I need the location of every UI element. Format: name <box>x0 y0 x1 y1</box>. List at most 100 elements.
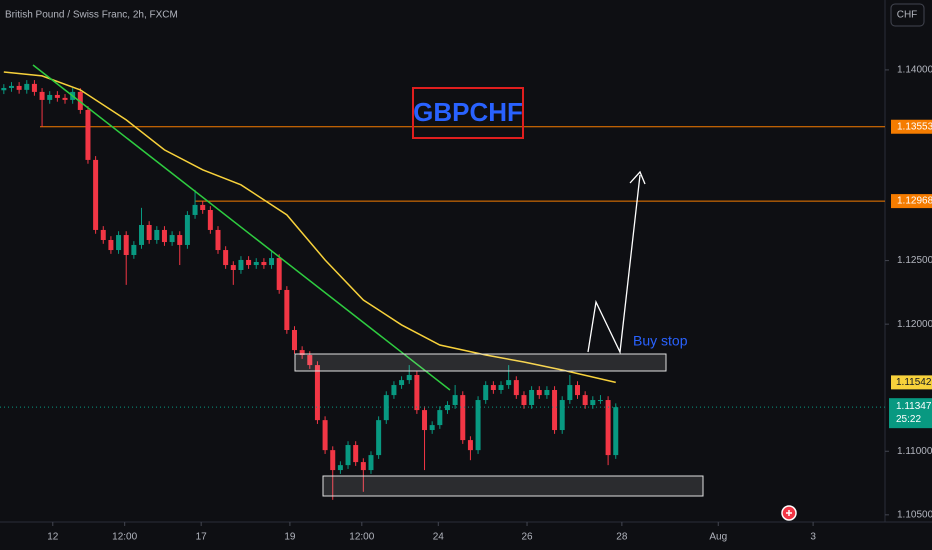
candle-body <box>246 259 252 266</box>
level-label-box <box>891 194 932 209</box>
candle-body <box>559 400 565 431</box>
candle-body <box>552 390 558 431</box>
candle-body <box>215 229 221 251</box>
candle-body <box>116 235 122 251</box>
candle-body <box>291 330 297 351</box>
candle-body <box>230 265 236 270</box>
trend-line <box>32 64 451 391</box>
candle-body <box>169 235 175 243</box>
candle-body <box>521 395 527 405</box>
candle-body <box>177 235 183 245</box>
support-box <box>322 475 704 497</box>
candle-body <box>582 395 588 405</box>
y-tick-label: 1.12000 <box>897 319 932 330</box>
candle-body <box>597 400 603 402</box>
annotation-frame <box>412 87 524 139</box>
x-tick-label: 12:00 <box>112 532 137 543</box>
candle-body <box>307 355 313 366</box>
candle-body <box>93 159 99 230</box>
candle-body <box>146 225 152 240</box>
candle-body <box>422 410 428 431</box>
x-tick-label: 26 <box>521 532 533 543</box>
candle-body <box>544 390 550 396</box>
candle-body <box>605 400 611 456</box>
candle-body <box>24 83 30 90</box>
candle-body <box>444 405 450 411</box>
y-tick-label: 1.11000 <box>897 446 932 457</box>
candle-body <box>490 385 496 390</box>
level-label: 1.13553 <box>897 121 932 132</box>
candle-body <box>345 445 351 466</box>
candle-body <box>529 390 535 405</box>
y-tick-label: 1.14000 <box>897 65 932 76</box>
candle-body <box>8 85 14 88</box>
current-price-label: 1.11347 <box>896 401 932 412</box>
projection-arrow <box>587 174 641 355</box>
candle-body <box>353 445 359 463</box>
candle-body <box>513 380 519 396</box>
candle-body <box>54 94 60 98</box>
candle-body <box>47 94 53 100</box>
candle-body <box>391 385 397 396</box>
plot-area: 1.14000 1.12500 1.12000 1.11000 1.10500 12 12:… <box>0 65 932 543</box>
candle-body <box>161 229 167 243</box>
level-label: 1.12968 <box>897 196 932 207</box>
candle-body <box>475 400 481 451</box>
candle-body <box>437 410 443 426</box>
candle-body <box>31 83 37 92</box>
candle-body <box>368 455 374 471</box>
candle-body <box>414 375 420 411</box>
candle-body <box>406 375 412 381</box>
ma-value-label: 1.11542 <box>896 377 932 388</box>
level-label-box <box>891 119 932 134</box>
x-tick-label: 12:00 <box>349 532 374 543</box>
candle-body <box>590 400 596 405</box>
currency-label: CHF <box>897 10 918 21</box>
candle-body <box>399 380 405 386</box>
candle-body <box>253 261 259 266</box>
candle-body <box>100 229 106 240</box>
candle-body <box>131 244 137 255</box>
candle-body <box>360 462 366 471</box>
candle-body <box>284 289 290 330</box>
candle-body <box>506 380 512 386</box>
candle-body <box>460 395 466 441</box>
candle-body <box>139 225 145 245</box>
candle-body <box>467 440 473 451</box>
x-tick-label: Aug <box>709 532 727 543</box>
countdown-label: 25:22 <box>896 414 921 425</box>
candle-body <box>322 420 328 451</box>
candle-body <box>184 214 190 245</box>
candle-body <box>200 204 206 210</box>
candle-body <box>62 97 68 100</box>
arrow-head <box>629 170 646 185</box>
candle-body <box>207 210 213 230</box>
ma-value-box <box>891 375 932 390</box>
candle-body <box>567 385 573 401</box>
candle-body <box>192 204 198 215</box>
resistance-box <box>294 353 667 372</box>
y-tick-label: 1.10500 <box>897 509 932 520</box>
candle-body <box>1 87 7 91</box>
candle-body <box>154 229 160 240</box>
candle-body <box>238 259 244 270</box>
event-icon-mark <box>786 510 792 516</box>
candle-body <box>223 250 229 266</box>
current-price-box <box>889 398 932 429</box>
candle-body <box>108 240 114 251</box>
y-tick-label: 1.12500 <box>897 255 932 266</box>
candle-body <box>536 390 542 396</box>
x-tick-label: 17 <box>196 532 208 543</box>
x-tick-label: 19 <box>284 532 296 543</box>
candle-body <box>452 395 458 405</box>
candle-body <box>16 85 22 90</box>
candle-body <box>276 258 282 290</box>
candle-body <box>613 407 619 456</box>
candle-body <box>39 91 45 100</box>
currency-button[interactable] <box>890 3 925 27</box>
candle-body <box>498 385 504 390</box>
candle-body <box>314 365 320 421</box>
candle-body <box>269 258 275 266</box>
candle-body <box>575 385 581 396</box>
